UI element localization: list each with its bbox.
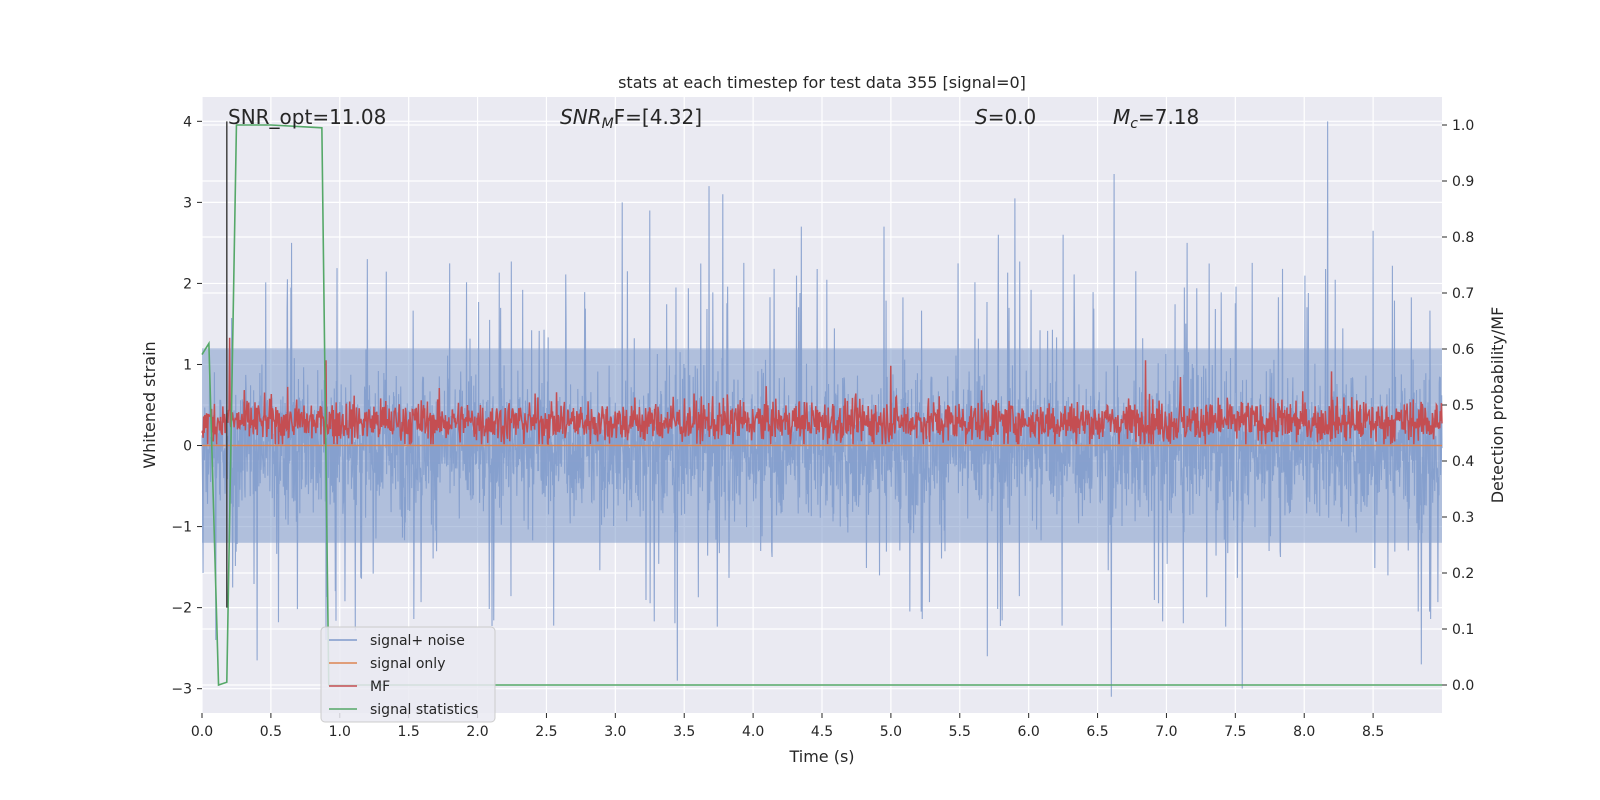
x-tick-label: 4.0 [742, 724, 764, 740]
y-right-tick-label: 0.9 [1452, 174, 1474, 190]
annotation-s-rest: =0.0 [988, 105, 1037, 129]
y-right-tick-label: 0.5 [1452, 398, 1474, 414]
mf-line [201, 337, 1443, 447]
x-tick-label: 6.0 [1018, 724, 1040, 740]
annotation-snr-opt: SNR_opt=11.08 [228, 105, 386, 129]
y-left-tick-label: −1 [171, 520, 192, 536]
y-axis-left-ticks: −3 −2 −1 0 1 2 3 4 [171, 114, 202, 698]
y-left-tick-label: 3 [183, 195, 192, 211]
y-right-tick-label: 0.0 [1452, 678, 1474, 694]
annotation-s: S=0.0 [975, 105, 1036, 129]
legend: signal+ noise signal only MF signal stat… [320, 626, 496, 723]
x-tick-label: 8.5 [1362, 724, 1384, 740]
annotation-mc-main: M [1113, 105, 1130, 129]
y-right-tick-label: 0.3 [1452, 510, 1474, 526]
annotation-mc-rest: =7.18 [1138, 105, 1199, 129]
x-tick-label: 5.5 [949, 724, 971, 740]
annotation-snr-mf-sub: M [602, 116, 614, 132]
y-left-tick-label: −2 [171, 601, 192, 617]
series-mf [201, 337, 1443, 447]
legend-label-signal-statistics: signal statistics [370, 702, 478, 718]
x-axis-ticks: 0.0 0.5 1.0 1.5 2.0 2.5 3.0 3.5 4.0 4.5 5.0 5.5 6.0 6… [191, 713, 1384, 740]
annotation-snr-mf: SNRMF=[4.32] [560, 105, 702, 132]
x-tick-label: 0.0 [191, 724, 213, 740]
y-right-tick-label: 0.4 [1452, 454, 1474, 470]
y-axis-left-label: Whitened strain [140, 341, 159, 468]
y-axis-right-ticks: 0.0 0.1 0.2 0.3 0.4 0.5 0.6 0.7 0.8 0.9 1.0 [1442, 118, 1474, 694]
y-right-tick-label: 0.2 [1452, 566, 1474, 582]
annotation-s-main: S [975, 105, 988, 129]
x-tick-label: 8.0 [1293, 724, 1315, 740]
y-right-tick-label: 1.0 [1452, 118, 1474, 134]
x-tick-label: 2.5 [535, 724, 557, 740]
x-tick-label: 7.5 [1224, 724, 1246, 740]
x-tick-label: 4.5 [811, 724, 833, 740]
x-tick-label: 0.5 [260, 724, 282, 740]
y-axis-right-label: Detection probability/MF [1488, 307, 1507, 504]
x-tick-label: 6.5 [1086, 724, 1108, 740]
x-axis-label: Time (s) [788, 747, 854, 766]
annotation-snr-mf-main: SNR [560, 105, 602, 129]
legend-label-mf: MF [370, 679, 390, 695]
chart-title: stats at each timestep for test data 355… [618, 73, 1026, 92]
x-tick-label: 3.0 [604, 724, 626, 740]
y-left-tick-label: −3 [171, 682, 192, 698]
legend-box [320, 626, 496, 723]
annotation-mc-sub: c [1130, 116, 1138, 132]
x-tick-label: 1.5 [398, 724, 420, 740]
x-tick-label: 3.5 [673, 724, 695, 740]
x-tick-label: 7.0 [1155, 724, 1177, 740]
y-left-tick-label: 1 [183, 357, 192, 373]
y-right-tick-label: 0.8 [1452, 230, 1474, 246]
annotation-mc: Mc=7.18 [1113, 105, 1199, 132]
legend-label-signal-noise: signal+ noise [370, 633, 465, 649]
y-left-tick-label: 4 [183, 114, 192, 130]
y-left-tick-label: 0 [183, 439, 192, 455]
y-right-tick-label: 0.6 [1452, 342, 1474, 358]
legend-label-signal-only: signal only [370, 656, 445, 672]
x-tick-label: 2.0 [466, 724, 488, 740]
x-tick-label: 5.0 [880, 724, 902, 740]
y-right-tick-label: 0.7 [1452, 286, 1474, 302]
annotation-snr-mf-rest: F=[4.32] [614, 105, 702, 129]
y-left-tick-label: 2 [183, 276, 192, 292]
y-right-tick-label: 0.1 [1452, 622, 1474, 638]
x-tick-label: 1.0 [329, 724, 351, 740]
